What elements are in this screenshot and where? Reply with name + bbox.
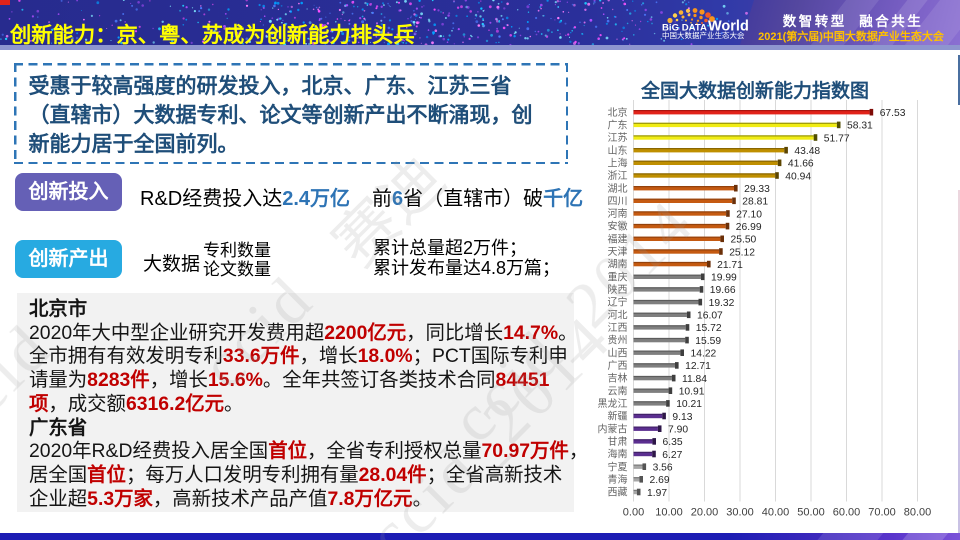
svg-text:青海: 青海 (608, 473, 628, 486)
svg-text:吉林: 吉林 (608, 372, 628, 385)
svg-text:山西: 山西 (608, 347, 628, 359)
svg-text:河南: 河南 (608, 207, 628, 220)
svg-text:山东: 山东 (608, 144, 628, 157)
svg-text:7.90: 7.90 (668, 425, 688, 436)
svg-text:贵州: 贵州 (608, 334, 628, 347)
svg-text:江苏: 江苏 (608, 131, 628, 144)
svg-text:12.71: 12.71 (685, 361, 711, 372)
svg-text:29.33: 29.33 (744, 184, 770, 195)
svg-text:辽宁: 辽宁 (608, 296, 628, 309)
svg-text:11.84: 11.84 (682, 374, 707, 385)
svg-text:中国大数据产业生态大会: 中国大数据产业生态大会 (662, 30, 745, 40)
svg-text:ccid: ccid (0, 310, 66, 451)
svg-text:70.00: 70.00 (868, 507, 896, 519)
svg-text:宁夏: 宁夏 (608, 460, 628, 473)
svg-text:甘肃: 甘肃 (608, 435, 628, 448)
svg-text:60.00: 60.00 (833, 507, 861, 519)
svg-text:湖北: 湖北 (608, 183, 628, 195)
svg-text:15.72: 15.72 (696, 323, 722, 334)
svg-text:河北: 河北 (608, 309, 628, 321)
svg-text:浙江: 浙江 (608, 170, 628, 182)
svg-text:0.00: 0.00 (623, 507, 644, 519)
svg-text:赛迪: 赛迪 (322, 144, 458, 280)
svg-text:16.07: 16.07 (697, 311, 723, 322)
svg-text:上海: 上海 (608, 156, 628, 169)
svg-text:20.00: 20.00 (691, 507, 719, 519)
svg-text:北京: 北京 (608, 106, 628, 119)
svg-text:80.00: 80.00 (904, 507, 932, 519)
svg-text:陕西: 陕西 (608, 283, 628, 296)
svg-text:10.91: 10.91 (679, 387, 705, 398)
svg-text:ccid: ccid (187, 262, 328, 403)
svg-text:19.99: 19.99 (711, 273, 737, 284)
svg-text:21.71: 21.71 (717, 260, 743, 271)
svg-text:26.99: 26.99 (736, 222, 762, 233)
svg-text:9.13: 9.13 (672, 412, 692, 423)
svg-text:2.69: 2.69 (650, 475, 670, 486)
svg-text:湖南: 湖南 (608, 258, 628, 271)
svg-text:43.48: 43.48 (794, 146, 820, 157)
svg-text:15.59: 15.59 (695, 336, 721, 347)
svg-text:10.00: 10.00 (655, 507, 683, 519)
svg-text:World: World (708, 19, 749, 35)
svg-text:10.21: 10.21 (676, 399, 702, 410)
svg-text:50.00: 50.00 (797, 507, 825, 519)
svg-text:江西: 江西 (608, 322, 628, 334)
svg-text:30.00: 30.00 (726, 507, 754, 519)
svg-text:67.53: 67.53 (880, 108, 906, 119)
svg-text:41.66: 41.66 (788, 159, 814, 170)
svg-text:25.12: 25.12 (729, 247, 755, 258)
svg-text:新疆: 新疆 (608, 410, 628, 423)
svg-text:ccid_2014: ccid_2014 (354, 301, 625, 540)
svg-text:19.66: 19.66 (710, 285, 736, 296)
svg-text:58.31: 58.31 (847, 121, 873, 132)
svg-text:福建: 福建 (608, 232, 628, 245)
svg-text:1.97: 1.97 (647, 488, 667, 499)
svg-text:海南: 海南 (608, 448, 628, 461)
svg-text:西藏: 西藏 (608, 487, 628, 499)
svg-text:19.32: 19.32 (709, 298, 735, 309)
svg-text:40.00: 40.00 (762, 507, 790, 519)
svg-text:黑龙江: 黑龙江 (598, 397, 628, 410)
svg-text:25.50: 25.50 (731, 235, 757, 246)
svg-text:重庆: 重庆 (608, 270, 628, 283)
svg-text:BiG DATA: BiG DATA (662, 23, 707, 34)
svg-text:27.10: 27.10 (736, 209, 762, 220)
svg-text:40.94: 40.94 (785, 171, 811, 182)
svg-text:6.35: 6.35 (663, 437, 683, 448)
svg-text:14.22: 14.22 (691, 349, 717, 360)
svg-text:3.56: 3.56 (653, 463, 673, 474)
svg-text:28.81: 28.81 (742, 197, 768, 208)
svg-text:云南: 云南 (608, 384, 628, 397)
svg-text:内蒙古: 内蒙古 (598, 422, 628, 435)
svg-text:天津: 天津 (608, 246, 628, 258)
svg-text:安徽: 安徽 (608, 220, 628, 233)
svg-text:广西: 广西 (608, 360, 628, 372)
svg-text:广东: 广东 (608, 119, 628, 132)
svg-text:6.27: 6.27 (662, 450, 682, 461)
svg-text:四川: 四川 (608, 196, 628, 207)
svg-text:51.77: 51.77 (824, 133, 850, 144)
